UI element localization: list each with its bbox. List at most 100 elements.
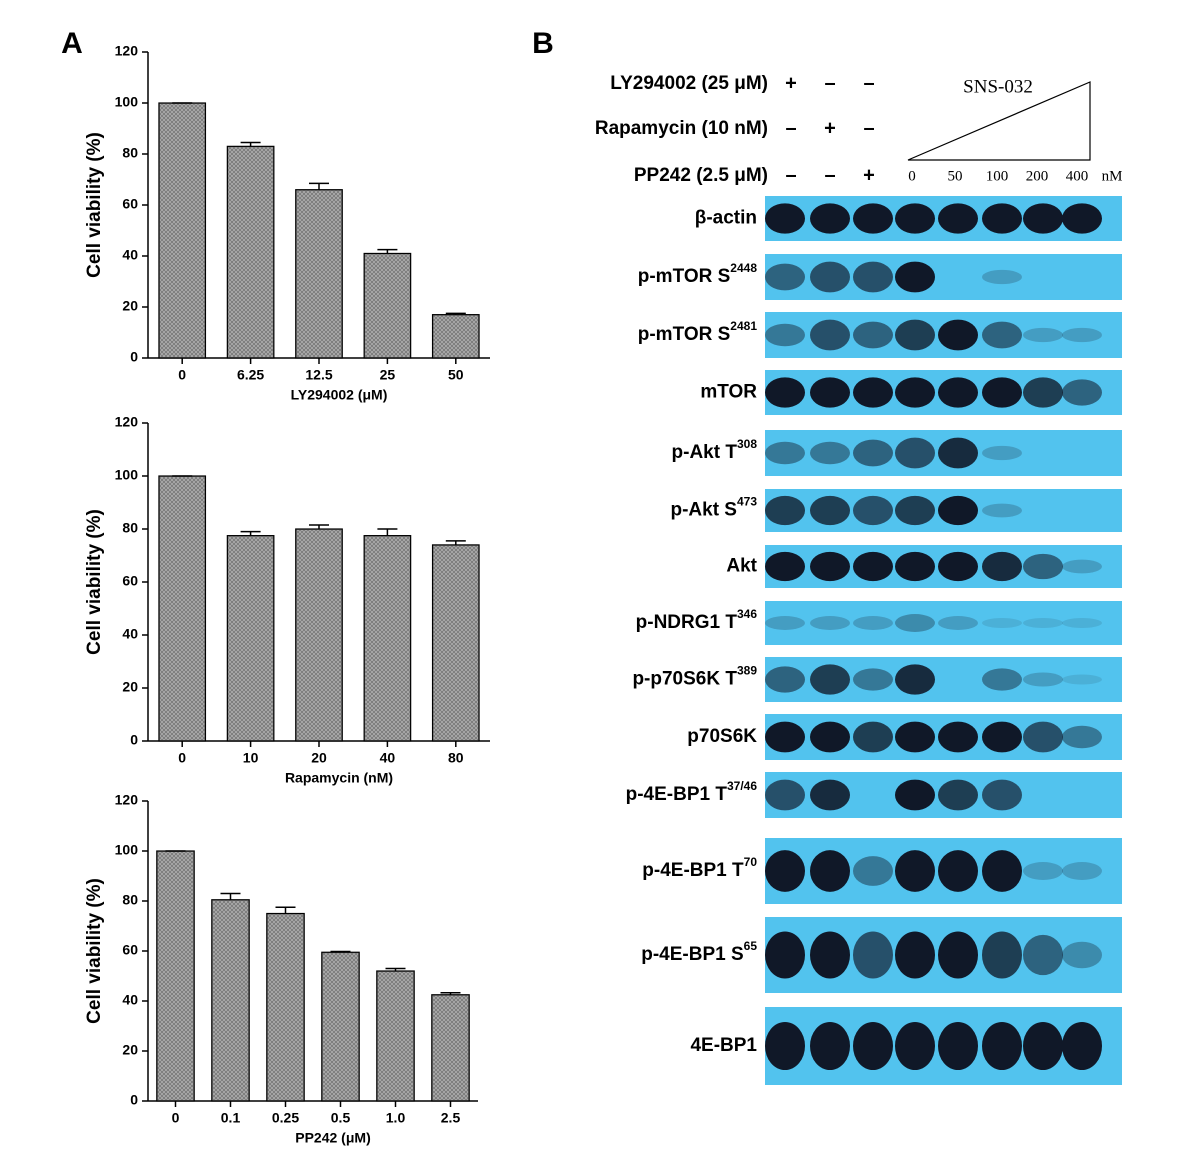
blot-band — [1062, 618, 1102, 628]
blot-band — [810, 203, 850, 234]
error-bar — [445, 312, 466, 315]
x-tick-label: 1.0 — [386, 1110, 406, 1126]
treatment-sign: – — [863, 72, 874, 94]
blot-band — [982, 779, 1022, 811]
gradient-label: SNS-032 — [963, 76, 1033, 97]
y-tick-label: 20 — [122, 679, 138, 695]
blot-band — [1023, 327, 1063, 343]
blot-band — [895, 850, 935, 892]
blot-band — [938, 850, 978, 892]
blot-band — [1023, 721, 1063, 753]
blot-band — [982, 931, 1022, 979]
blot-band — [853, 377, 893, 408]
y-tick-label: 120 — [115, 43, 139, 59]
blot-band — [765, 616, 805, 630]
treatment-sign: – — [863, 117, 874, 139]
blot-band — [895, 495, 935, 526]
y-tick-label: 120 — [115, 792, 139, 808]
blot-band — [810, 616, 850, 630]
blot-row-label: p-Akt T308 — [672, 437, 758, 463]
blot-band — [853, 668, 893, 691]
row-name: Akt — [726, 556, 757, 577]
y-axis-label: Cell viability (%) — [84, 132, 105, 278]
blot-band — [938, 721, 978, 753]
blot-band — [765, 850, 805, 892]
blot-band — [765, 323, 805, 347]
blot-band — [765, 666, 805, 693]
x-tick-label: 12.5 — [305, 367, 332, 383]
gradient-triangle — [907, 81, 1091, 161]
blot-band — [853, 261, 893, 293]
blot-band — [938, 931, 978, 979]
y-tick-label: 80 — [122, 520, 138, 536]
blot-band — [765, 203, 805, 234]
blot-band — [938, 779, 978, 811]
row-superscript: 473 — [737, 495, 757, 509]
y-tick-label: 0 — [130, 1092, 138, 1108]
dose-label: 200 — [1026, 168, 1049, 184]
treatment-label: Rapamycin (10 nM) — [595, 118, 768, 139]
blot-band — [810, 319, 850, 351]
bar-hatch — [157, 852, 194, 1100]
blot-band — [982, 1021, 1022, 1071]
row-name: p-4E-BP1 T — [626, 784, 728, 805]
blot-band — [853, 1021, 893, 1071]
row-name: β-actin — [695, 208, 757, 229]
y-tick-label: 40 — [122, 247, 138, 263]
x-tick-label: 10 — [243, 750, 259, 766]
bar-hatch — [159, 104, 205, 357]
row-superscript: 70 — [744, 855, 758, 869]
row-name: p-Akt T — [672, 442, 738, 463]
row-superscript: 65 — [744, 939, 758, 953]
blot-band — [1062, 941, 1102, 969]
blot-band — [982, 269, 1022, 285]
blot-band — [810, 779, 850, 811]
blot-band — [895, 779, 935, 811]
blot-band — [853, 439, 893, 467]
blot-band — [938, 203, 978, 234]
row-name: p-mTOR S — [638, 266, 731, 287]
blot-band — [895, 437, 935, 469]
blot-band — [765, 441, 805, 465]
x-tick-label: 20 — [311, 750, 327, 766]
blot-band — [938, 551, 978, 582]
x-tick-label: 0 — [178, 750, 186, 766]
blot-band — [1023, 934, 1063, 976]
panel-label: B — [532, 27, 554, 60]
blot-band — [982, 721, 1022, 753]
blot-strip — [765, 601, 1122, 645]
blot-band — [938, 377, 978, 408]
error-bar — [385, 967, 406, 971]
x-tick-label: 0.25 — [272, 1110, 299, 1126]
treatment-sign: – — [785, 164, 796, 186]
row-superscript: 346 — [737, 607, 757, 621]
row-name: p-mTOR S — [638, 324, 731, 345]
blot-band — [765, 377, 805, 408]
blot-band — [810, 664, 850, 695]
y-axis-label: Cell viability (%) — [84, 509, 105, 655]
y-tick-label: 100 — [115, 467, 139, 483]
row-superscript: 308 — [737, 437, 757, 451]
x-tick-label: 50 — [448, 367, 464, 383]
bar-hatch — [296, 530, 342, 740]
blot-band — [895, 261, 935, 293]
blot-band — [765, 721, 805, 753]
blot-band — [895, 319, 935, 351]
blot-band — [765, 551, 805, 582]
blot-band — [810, 261, 850, 293]
row-name: p-4E-BP1 T — [642, 860, 744, 881]
blot-band — [938, 319, 978, 351]
treatment-sign: – — [785, 117, 796, 139]
blot-band — [810, 721, 850, 753]
y-tick-label: 0 — [130, 349, 138, 365]
blot-row-label: p-mTOR S2481 — [638, 319, 758, 345]
y-tick-label: 60 — [122, 196, 138, 212]
blot-band — [1062, 862, 1102, 880]
bar-hatch — [433, 545, 479, 740]
blot-band — [938, 437, 978, 469]
bar-hatch — [432, 995, 469, 1100]
bar-hatch — [365, 254, 410, 357]
row-name: p-4E-BP1 S — [641, 944, 743, 965]
